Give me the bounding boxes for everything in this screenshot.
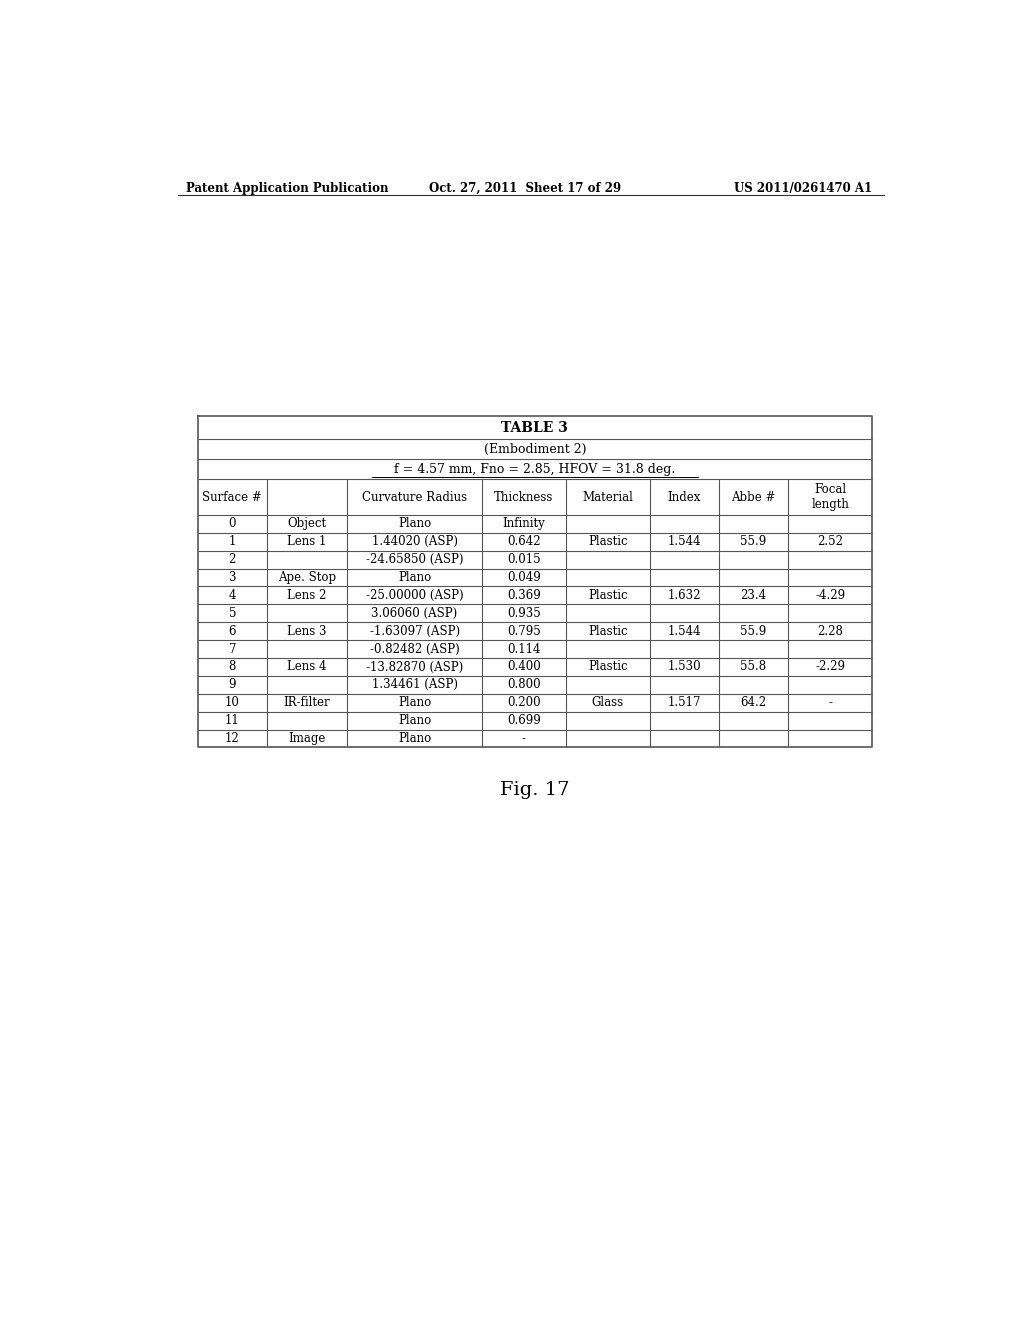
- Text: Plastic: Plastic: [588, 589, 628, 602]
- Text: Patent Application Publication: Patent Application Publication: [186, 182, 389, 194]
- Text: -: -: [522, 733, 526, 744]
- Text: -4.29: -4.29: [815, 589, 845, 602]
- Text: Plano: Plano: [398, 714, 431, 727]
- Text: Infinity: Infinity: [503, 517, 546, 531]
- Text: f = 4.57 mm, Fno = 2.85, HFOV = 31.8 deg.: f = 4.57 mm, Fno = 2.85, HFOV = 31.8 deg…: [394, 463, 676, 477]
- Text: -13.82870 (ASP): -13.82870 (ASP): [366, 660, 463, 673]
- Text: 6: 6: [228, 624, 237, 638]
- Text: Plano: Plano: [398, 696, 431, 709]
- Text: 12: 12: [225, 733, 240, 744]
- Text: 0.935: 0.935: [507, 607, 541, 620]
- Text: 2: 2: [228, 553, 237, 566]
- Text: Index: Index: [668, 491, 701, 504]
- Text: Fig. 17: Fig. 17: [500, 781, 569, 799]
- Text: Focal
length: Focal length: [811, 483, 849, 511]
- Text: 2.52: 2.52: [817, 535, 843, 548]
- Text: 1.544: 1.544: [668, 535, 701, 548]
- Text: 0.795: 0.795: [507, 624, 541, 638]
- Text: 2.28: 2.28: [817, 624, 843, 638]
- Text: 0.049: 0.049: [507, 572, 541, 583]
- Text: 3: 3: [228, 572, 237, 583]
- Text: 23.4: 23.4: [740, 589, 767, 602]
- Text: 0.114: 0.114: [507, 643, 541, 656]
- Text: 0.400: 0.400: [507, 660, 541, 673]
- Text: Plastic: Plastic: [588, 535, 628, 548]
- Text: Plastic: Plastic: [588, 660, 628, 673]
- Text: Object: Object: [288, 517, 327, 531]
- Text: 0: 0: [228, 517, 237, 531]
- Text: Plano: Plano: [398, 517, 431, 531]
- Text: 9: 9: [228, 678, 237, 692]
- Text: Curvature Radius: Curvature Radius: [362, 491, 467, 504]
- Text: 55.9: 55.9: [740, 535, 767, 548]
- Text: Ape. Stop: Ape. Stop: [279, 572, 336, 583]
- Text: Plastic: Plastic: [588, 624, 628, 638]
- Text: 1.530: 1.530: [668, 660, 701, 673]
- Text: Plano: Plano: [398, 733, 431, 744]
- Text: Material: Material: [583, 491, 633, 504]
- Text: 3.06060 (ASP): 3.06060 (ASP): [372, 607, 458, 620]
- Text: 0.369: 0.369: [507, 589, 541, 602]
- Text: Lens 1: Lens 1: [288, 535, 327, 548]
- Text: 0.015: 0.015: [507, 553, 541, 566]
- Text: 1: 1: [228, 535, 237, 548]
- Text: -1.63097 (ASP): -1.63097 (ASP): [370, 624, 460, 638]
- Text: Thickness: Thickness: [495, 491, 554, 504]
- Text: Lens 2: Lens 2: [288, 589, 327, 602]
- Text: 55.8: 55.8: [740, 660, 767, 673]
- Text: Surface #: Surface #: [203, 491, 262, 504]
- Text: Lens 4: Lens 4: [288, 660, 327, 673]
- Text: US 2011/0261470 A1: US 2011/0261470 A1: [734, 182, 872, 194]
- Text: (Embodiment 2): (Embodiment 2): [483, 444, 586, 455]
- Text: -24.65850 (ASP): -24.65850 (ASP): [366, 553, 463, 566]
- Text: Plano: Plano: [398, 572, 431, 583]
- Text: IR-filter: IR-filter: [284, 696, 331, 709]
- Text: 4: 4: [228, 589, 237, 602]
- Text: 1.34461 (ASP): 1.34461 (ASP): [372, 678, 458, 692]
- Text: 0.699: 0.699: [507, 714, 541, 727]
- Text: 0.200: 0.200: [507, 696, 541, 709]
- Text: 0.642: 0.642: [507, 535, 541, 548]
- Text: 8: 8: [228, 660, 237, 673]
- Text: 1.517: 1.517: [668, 696, 701, 709]
- Text: 10: 10: [225, 696, 240, 709]
- Text: 64.2: 64.2: [740, 696, 767, 709]
- Text: 1.44020 (ASP): 1.44020 (ASP): [372, 535, 458, 548]
- Text: 0.800: 0.800: [507, 678, 541, 692]
- Text: Lens 3: Lens 3: [288, 624, 327, 638]
- Text: 5: 5: [228, 607, 237, 620]
- Text: Oct. 27, 2011  Sheet 17 of 29: Oct. 27, 2011 Sheet 17 of 29: [429, 182, 621, 194]
- Text: -2.29: -2.29: [815, 660, 845, 673]
- Text: Abbe #: Abbe #: [731, 491, 776, 504]
- Text: 55.9: 55.9: [740, 624, 767, 638]
- Text: 1.544: 1.544: [668, 624, 701, 638]
- Text: 11: 11: [225, 714, 240, 727]
- Text: 1.632: 1.632: [668, 589, 701, 602]
- Text: -0.82482 (ASP): -0.82482 (ASP): [370, 643, 460, 656]
- Text: Image: Image: [289, 733, 326, 744]
- Text: -: -: [828, 696, 833, 709]
- Text: Glass: Glass: [592, 696, 624, 709]
- Text: TABLE 3: TABLE 3: [502, 421, 568, 434]
- Text: 7: 7: [228, 643, 237, 656]
- Text: -25.00000 (ASP): -25.00000 (ASP): [366, 589, 464, 602]
